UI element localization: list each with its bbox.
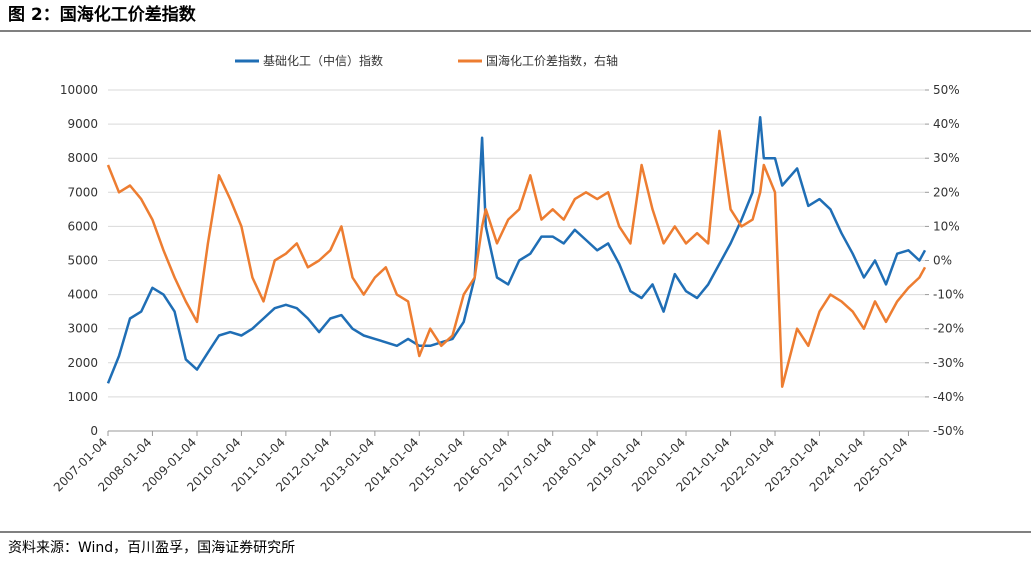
y-tick-label: 9000 [67,117,98,131]
y-tick-label: 0 [90,424,98,438]
y-tick-label: 7000 [67,185,98,199]
source: 资料来源：Wind，百川盈孚，国海证券研究所 [8,540,295,556]
y2-tick-label: 0% [933,254,952,268]
y2-tick-label: -50% [933,424,964,438]
y2-tick-label: 40% [933,117,960,131]
y2-tick-label: -20% [933,322,964,336]
y2-tick-label: -30% [933,356,964,370]
chart-title: 图 2：国海化工价差指数 [8,4,197,25]
y2-tick-label: -10% [933,288,964,302]
legend-label: 国海化工价差指数，右轴 [486,53,618,68]
y-tick-label: 1000 [67,390,98,404]
y2-tick-label: -40% [933,390,964,404]
y2-tick-label: 50% [933,83,960,97]
y2-tick-label: 30% [933,151,960,165]
y2-tick-label: 20% [933,185,960,199]
y-tick-label: 5000 [67,254,98,268]
legend-label: 基础化工（中信）指数 [263,53,383,68]
y-tick-label: 8000 [67,151,98,165]
y-tick-label: 4000 [67,288,98,302]
y2-tick-label: 10% [933,219,960,233]
series-line [106,116,927,384]
y-tick-label: 3000 [67,322,98,336]
y-tick-label: 2000 [67,356,98,370]
y-tick-label: 10000 [60,83,98,97]
series-line [106,129,927,388]
y-tick-label: 6000 [67,219,98,233]
